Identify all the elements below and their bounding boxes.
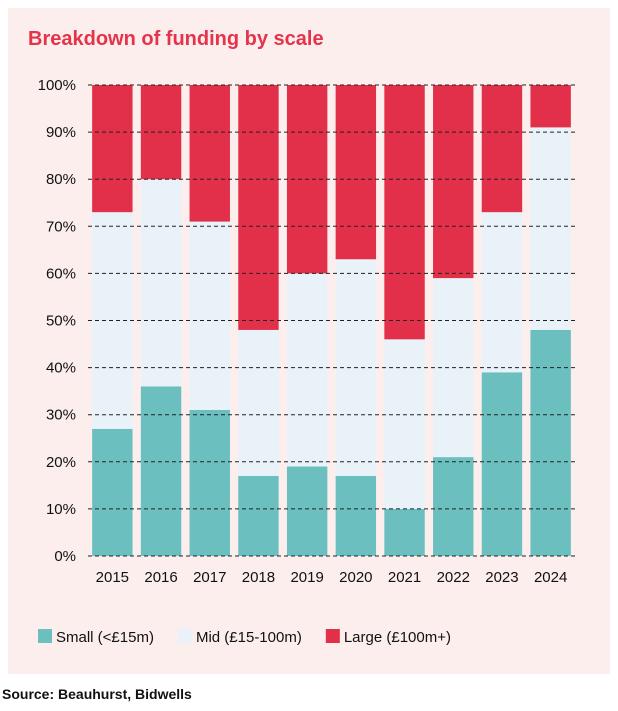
legend-label: Large (£100m+) bbox=[344, 629, 451, 646]
y-tick-label: 60% bbox=[46, 265, 76, 282]
bar-mid-2018 bbox=[238, 329, 279, 476]
x-tick-label: 2017 bbox=[193, 569, 226, 586]
legend-swatch bbox=[177, 629, 192, 643]
bar-small-2024 bbox=[530, 329, 571, 556]
bars-group bbox=[92, 85, 571, 556]
legend-swatch bbox=[38, 629, 52, 643]
source-note: Source: Beauhurst, Bidwells bbox=[2, 686, 192, 702]
y-tick-label: 20% bbox=[46, 454, 76, 471]
stacked-bar-chart: 2015 2016 2017 2018 2019 2020 2021 2022 2023 2024… bbox=[38, 77, 575, 646]
bar-small-2018 bbox=[238, 475, 279, 556]
y-tick-label: 30% bbox=[46, 407, 76, 424]
bar-small-2023 bbox=[481, 372, 523, 556]
bar-mid-2016 bbox=[140, 179, 182, 387]
x-tick-label: 2018 bbox=[242, 569, 275, 586]
bar-large-2015 bbox=[92, 85, 133, 213]
x-tick-label: 2022 bbox=[437, 569, 470, 586]
bar-small-2017 bbox=[189, 409, 230, 556]
y-tick-label: 70% bbox=[46, 218, 76, 235]
bar-large-2023 bbox=[481, 85, 523, 213]
bar-mid-2024 bbox=[530, 127, 571, 330]
x-tick-label: 2023 bbox=[485, 569, 518, 586]
x-tick-label: 2021 bbox=[388, 569, 421, 586]
legend-label: Small (<£15m) bbox=[56, 629, 154, 646]
bar-large-2018 bbox=[238, 85, 279, 330]
x-tick-label: 2019 bbox=[290, 569, 323, 586]
bar-small-2021 bbox=[384, 508, 425, 556]
y-tick-label: 0% bbox=[54, 548, 76, 565]
bar-mid-2017 bbox=[189, 221, 230, 410]
x-tick-label: 2016 bbox=[144, 569, 177, 586]
x-tick-label: 2020 bbox=[339, 569, 372, 586]
bar-large-2020 bbox=[335, 85, 377, 260]
chart-title: Breakdown of funding by scale bbox=[28, 28, 324, 50]
bar-mid-2019 bbox=[286, 273, 328, 467]
bar-small-2020 bbox=[335, 475, 377, 556]
bar-small-2019 bbox=[286, 466, 328, 556]
y-tick-label: 90% bbox=[46, 124, 76, 141]
bar-large-2024 bbox=[530, 85, 571, 128]
x-tick-label: 2024 bbox=[534, 569, 567, 586]
x-tick-label: 2015 bbox=[96, 569, 129, 586]
y-tick-label: 100% bbox=[38, 77, 76, 94]
bar-small-2022 bbox=[433, 457, 474, 556]
y-tick-label: 80% bbox=[46, 171, 76, 188]
bar-mid-2023 bbox=[481, 212, 523, 373]
y-tick-label: 10% bbox=[46, 501, 76, 518]
bar-large-2022 bbox=[433, 85, 474, 279]
bar-large-2021 bbox=[384, 85, 425, 340]
bar-small-2015 bbox=[92, 428, 133, 556]
legend-swatch bbox=[325, 629, 340, 643]
legend-label: Mid (£15-100m) bbox=[196, 629, 302, 646]
bar-large-2017 bbox=[189, 85, 230, 222]
y-tick-label: 50% bbox=[46, 313, 76, 330]
y-tick-label: 40% bbox=[46, 360, 76, 377]
bar-mid-2021 bbox=[384, 339, 425, 509]
bar-small-2016 bbox=[140, 386, 182, 556]
